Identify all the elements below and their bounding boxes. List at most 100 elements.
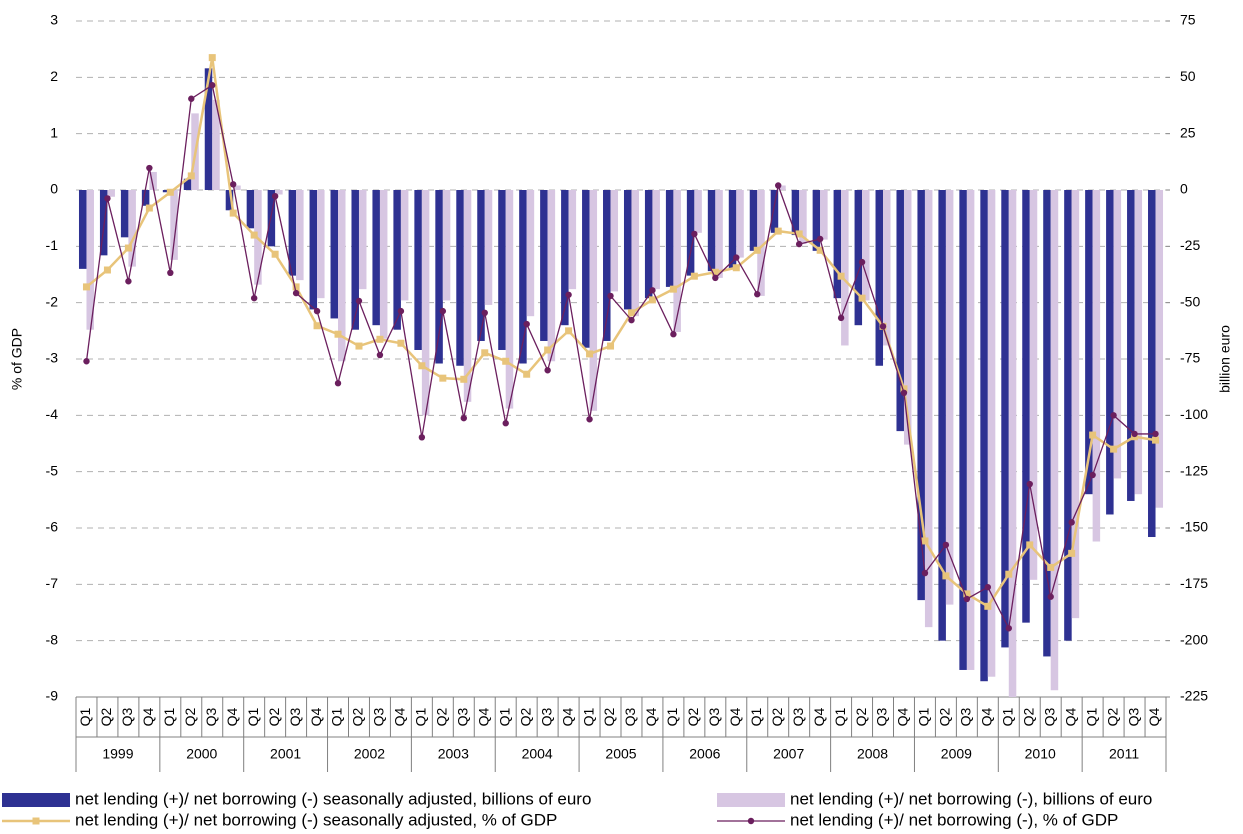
y2-tick-label: -125 [1180,462,1208,478]
x-tick-label: Q2 [350,707,366,726]
marker [858,294,866,302]
marker [125,278,132,285]
x-group-label: 1999 [102,746,133,762]
marker [627,309,635,317]
marker [1047,593,1054,600]
bar [1113,190,1122,479]
bar [568,190,577,290]
marker [1047,563,1055,571]
x-tick-label: Q4 [140,707,156,726]
marker [208,54,216,62]
marker [104,195,111,202]
x-tick-label: Q3 [622,707,638,726]
x-tick-label: Q1 [77,707,93,726]
marker [439,307,447,315]
bar [128,190,136,267]
x-tick-label: Q3 [706,707,722,726]
bar [757,190,765,296]
marker [984,583,992,591]
y2-tick-label: 25 [1180,124,1196,140]
y-tick-label: -5 [46,462,59,478]
bar [799,190,807,245]
marker [523,320,530,328]
bar [749,190,758,251]
bar [183,178,192,190]
bar [296,190,304,281]
x-tick-label: Q3 [454,707,470,726]
y-tick-label: -1 [46,237,59,253]
y2-tick-label: 50 [1180,68,1196,84]
y-tick-label: 3 [50,12,58,28]
x-tick-label: Q4 [811,707,827,726]
marker [397,307,405,315]
marker [502,357,510,365]
marker [1110,412,1117,419]
bar [791,190,800,236]
bar [589,190,598,411]
legend-swatch [2,793,70,807]
marker [900,385,908,393]
bar [421,190,430,416]
x-tick-label: Q2 [1104,707,1120,726]
legend-label: net lending (+)/ net borrowing (-), bill… [790,789,1152,808]
bar [547,190,556,362]
marker [1152,430,1159,438]
marker [82,283,90,291]
bar [1071,190,1080,619]
x-tick-label: Q3 [1125,707,1141,726]
bar [966,190,975,670]
bar [883,190,891,346]
bar [631,190,639,317]
y2-tick-label: -150 [1180,519,1208,535]
x-group-label: 2003 [438,746,469,762]
y-tick-label: -9 [46,688,59,704]
y-axis-label: % of GDP [9,328,25,390]
bar [267,190,276,247]
x-group-label: 2010 [1025,746,1056,762]
y-tick-label: 2 [50,68,58,84]
marker [376,351,384,359]
x-group-label: 2004 [522,746,553,762]
x-tick-label: Q1 [832,707,848,726]
bar [442,190,451,301]
bar [938,190,946,641]
bar [212,99,220,190]
marker [397,339,405,347]
x-tick-label: Q4 [727,707,743,726]
bar [644,190,653,299]
marker [145,204,153,212]
marker [649,287,656,294]
x-tick-label: Q2 [685,707,701,726]
x-tick-label: Q3 [287,707,303,726]
bar [903,190,912,445]
bar [435,190,443,364]
bar [1155,190,1164,508]
marker [250,231,258,239]
marker [167,269,174,277]
bar [673,190,681,332]
bar [812,190,821,251]
legend-label: net lending (+)/ net borrowing (-) seaso… [75,810,557,829]
x-tick-label: Q4 [895,707,911,726]
x-tick-label: Q1 [245,707,261,726]
bar [561,190,569,326]
marker [460,414,467,422]
marker [1110,445,1118,453]
bar [917,190,925,601]
bar [141,190,150,206]
marker [921,569,929,577]
marker [733,254,740,261]
bar [400,190,409,301]
marker [1089,431,1097,439]
bar [505,190,514,409]
marker [355,297,363,305]
marker [230,181,237,188]
marker [984,602,992,610]
bar [1008,190,1017,697]
y2-tick-label: 0 [1180,181,1188,197]
bar [1064,190,1072,641]
marker [313,322,321,330]
bar [351,190,359,330]
x-group-label: 2011 [1109,746,1139,762]
bar [736,190,744,258]
